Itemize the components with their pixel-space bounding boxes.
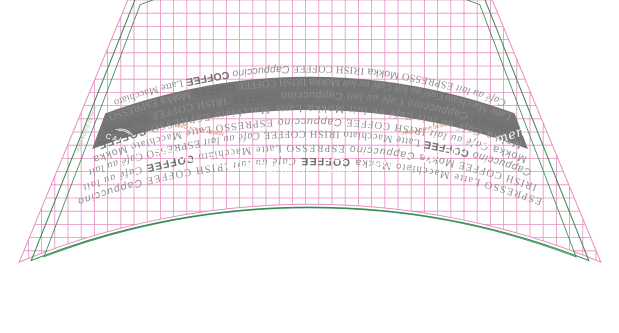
brand-logo-carmen: Carmen <box>255 160 311 177</box>
cut-line <box>18 0 602 264</box>
canal-arch-icon <box>115 128 133 136</box>
brand-logo-canal: CANAL <box>321 157 354 175</box>
coffee-word: COFFEE <box>227 90 278 107</box>
canal-arch-icon <box>327 157 347 163</box>
coffee-word: Mokka <box>306 76 340 89</box>
brand-name: Carmen <box>255 160 311 177</box>
text-layer: ESPRESSO Latte Macchiato Mokka COFFEE Ca… <box>76 63 543 208</box>
coffee-word: IRISH COFFEE <box>290 63 365 77</box>
brand-band <box>92 76 528 149</box>
safe-line <box>43 0 577 258</box>
brand-name: CANAL <box>321 165 354 175</box>
coffee-word: Mokka <box>303 102 344 115</box>
brand-name: BRIZIO <box>370 154 414 174</box>
outline-layer <box>18 0 602 264</box>
coffee-word: Cappuccino <box>274 115 343 128</box>
band-layer <box>92 76 528 149</box>
coffee-word: IRISH COFFEE <box>260 128 340 141</box>
bleed-line <box>30 0 590 262</box>
brand-logo-brizio: BRIZIO <box>370 154 414 174</box>
coffee-word: ESPRESSO <box>283 142 345 154</box>
